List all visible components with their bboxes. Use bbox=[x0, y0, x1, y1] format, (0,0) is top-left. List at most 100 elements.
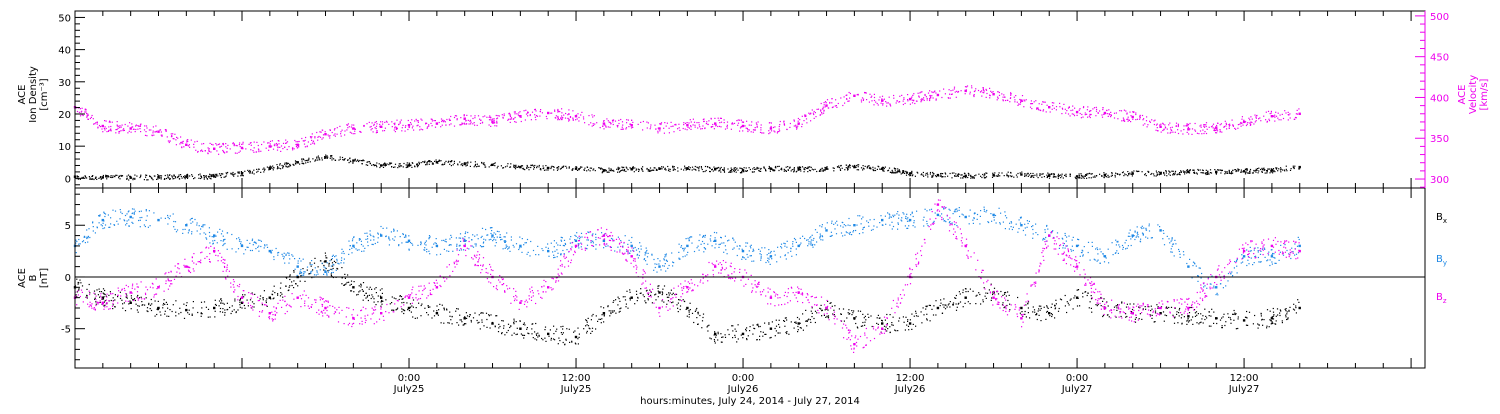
scatter-dot bbox=[394, 126, 396, 128]
scatter-dot bbox=[154, 131, 156, 133]
scatter-dot bbox=[754, 129, 756, 131]
scatter-dot bbox=[1270, 320, 1272, 322]
scatter-dot bbox=[1254, 314, 1256, 317]
scatter-dot bbox=[1135, 112, 1137, 114]
scatter-dot bbox=[707, 166, 709, 168]
scatter-dot bbox=[93, 290, 96, 292]
scatter-dot bbox=[931, 91, 933, 93]
scatter-dot bbox=[86, 115, 88, 117]
scatter-dot bbox=[621, 169, 623, 171]
scatter-dot bbox=[346, 124, 348, 126]
scatter-dot bbox=[1214, 127, 1217, 129]
scatter-dot bbox=[561, 333, 563, 335]
data-point-black bbox=[1215, 317, 1218, 320]
scatter-dot bbox=[824, 101, 827, 103]
scatter-dot bbox=[285, 142, 287, 144]
scatter-dot bbox=[79, 178, 81, 180]
scatter-dot bbox=[929, 90, 931, 92]
scatter-dot bbox=[341, 257, 343, 259]
scatter-dot bbox=[526, 327, 528, 329]
scatter-dot bbox=[1214, 130, 1216, 132]
scatter-dot bbox=[85, 111, 87, 113]
scatter-dot bbox=[1242, 124, 1244, 126]
scatter-dot bbox=[510, 163, 512, 165]
scatter-dot bbox=[843, 320, 845, 322]
scatter-dot bbox=[720, 117, 722, 119]
scatter-dot bbox=[490, 164, 492, 166]
scatter-dot bbox=[467, 119, 469, 121]
scatter-dot bbox=[166, 136, 168, 138]
scatter-dot bbox=[1153, 173, 1155, 175]
scatter-dot bbox=[489, 327, 491, 329]
scatter-dot bbox=[964, 86, 967, 88]
scatter-dot bbox=[265, 147, 267, 149]
scatter-dot bbox=[731, 168, 733, 171]
scatter-dot bbox=[1069, 175, 1071, 177]
scatter-dot bbox=[486, 116, 488, 118]
scatter-dot bbox=[534, 116, 536, 118]
scatter-dot bbox=[357, 293, 359, 296]
scatter-dot bbox=[989, 97, 991, 99]
scatter-dot bbox=[218, 153, 220, 155]
scatter-dot bbox=[108, 176, 110, 178]
scatter-dot bbox=[157, 308, 159, 310]
scatter-dot bbox=[348, 281, 350, 283]
scatter-dot bbox=[1219, 130, 1221, 132]
scatter-dot bbox=[1280, 244, 1282, 246]
scatter-dot bbox=[1169, 127, 1172, 129]
scatter-dot bbox=[579, 167, 581, 169]
scatter-dot bbox=[851, 165, 854, 167]
scatter-dot bbox=[1193, 171, 1195, 173]
scatter-dot bbox=[998, 91, 1000, 94]
scatter-dot bbox=[742, 337, 744, 339]
scatter-dot bbox=[421, 119, 423, 121]
scatter-dot bbox=[848, 91, 850, 94]
scatter-dot bbox=[1178, 312, 1180, 314]
scatter-dot bbox=[1228, 127, 1230, 129]
scatter-dot bbox=[612, 311, 614, 313]
scatter-dot bbox=[1048, 173, 1050, 175]
scatter-dot bbox=[1246, 310, 1248, 313]
scatter-dot bbox=[1115, 305, 1117, 307]
scatter-dot bbox=[1004, 96, 1006, 98]
scatter-dot bbox=[935, 99, 937, 101]
scatter-dot bbox=[995, 175, 997, 177]
scatter-dot bbox=[663, 301, 665, 303]
scatter-dot bbox=[221, 300, 223, 302]
scatter-dot bbox=[451, 323, 453, 325]
scatter-dot bbox=[1207, 170, 1209, 172]
scatter-dot bbox=[676, 304, 678, 306]
scatter-dot bbox=[690, 128, 692, 130]
scatter-dot bbox=[756, 123, 758, 125]
scatter-dot bbox=[569, 341, 571, 343]
scatter-dot bbox=[513, 323, 515, 325]
scatter-dot bbox=[1057, 176, 1059, 178]
scatter-dot bbox=[341, 267, 343, 269]
scatter-dot bbox=[1221, 169, 1223, 171]
scatter-dot bbox=[951, 177, 953, 179]
scatter-dot bbox=[983, 92, 985, 94]
scatter-dot bbox=[1221, 131, 1223, 133]
scatter-dot bbox=[697, 167, 699, 169]
scatter-dot bbox=[527, 115, 529, 117]
scatter-dot bbox=[1192, 316, 1194, 318]
scatter-dot bbox=[147, 310, 149, 313]
scatter-dot bbox=[123, 129, 125, 131]
scatter-dot bbox=[274, 145, 276, 147]
scatter-dot bbox=[1208, 126, 1210, 128]
scatter-dot bbox=[316, 157, 318, 159]
scatter-dot bbox=[297, 285, 299, 287]
scatter-dot bbox=[311, 136, 313, 138]
scatter-dot bbox=[381, 288, 383, 290]
scatter-dot bbox=[191, 313, 193, 315]
scatter-dot bbox=[1059, 298, 1062, 300]
scatter-dot bbox=[732, 123, 734, 125]
scatter-dot bbox=[214, 310, 216, 312]
scatter-dot bbox=[711, 245, 713, 247]
scatter-dot bbox=[578, 336, 580, 338]
scatter-dot bbox=[1104, 175, 1106, 177]
scatter-dot bbox=[1002, 302, 1004, 304]
scatter-dot bbox=[157, 307, 159, 309]
scatter-dot bbox=[1142, 119, 1144, 121]
scatter-dot bbox=[534, 164, 536, 167]
